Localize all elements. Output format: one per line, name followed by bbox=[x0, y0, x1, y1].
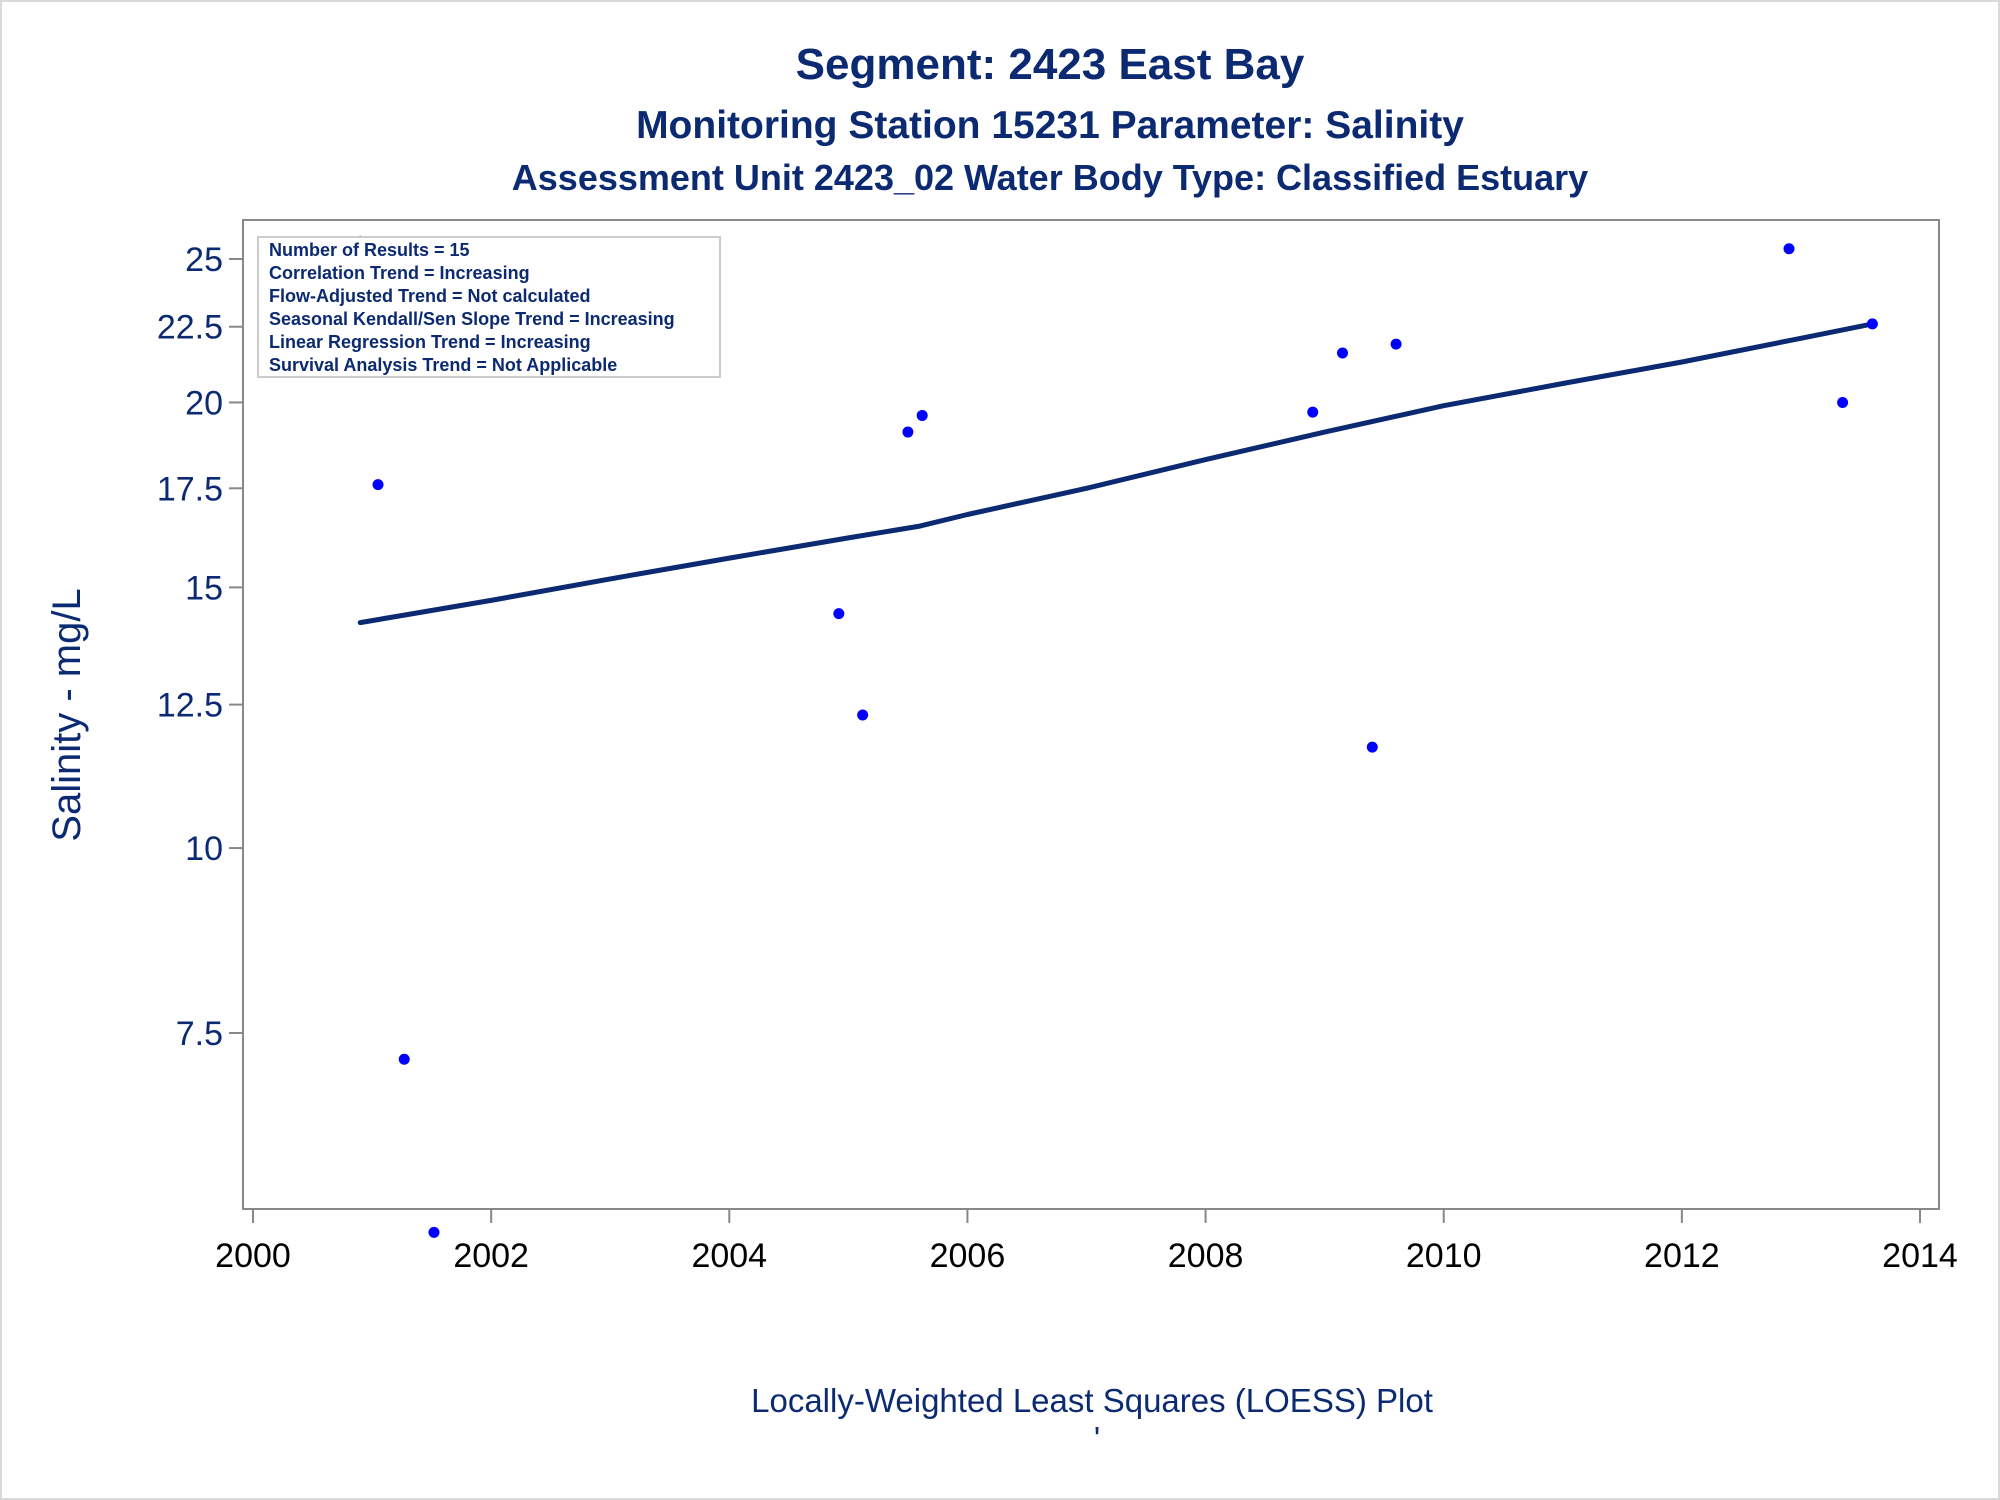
data-point bbox=[1366, 741, 1378, 753]
data-point bbox=[1837, 396, 1849, 408]
footnote-mark: ' bbox=[1094, 1420, 1100, 1457]
data-point bbox=[833, 608, 845, 620]
chart-subtitle-station: Monitoring Station 15231 Parameter: Sali… bbox=[636, 104, 1464, 147]
data-point bbox=[1866, 318, 1878, 330]
x-tick-label: 2014 bbox=[1882, 1237, 1958, 1275]
data-point bbox=[916, 409, 928, 421]
x-axis: 2000 2002 2004 2006 2008 2010 2012 2014 bbox=[215, 1209, 1958, 1275]
data-point bbox=[902, 426, 914, 438]
chart-subtitle-assessment: Assessment Unit 2423_02 Water Body Type:… bbox=[512, 157, 1588, 198]
x-tick-label: 2010 bbox=[1406, 1237, 1482, 1275]
y-tick-label: 25 bbox=[185, 241, 223, 279]
plot-area bbox=[242, 219, 1940, 1210]
inset-box bbox=[257, 236, 721, 378]
plot-footnote: Locally-Weighted Least Squares (LOESS) P… bbox=[751, 1382, 1433, 1419]
data-point bbox=[398, 1053, 410, 1065]
x-tick-label: 2004 bbox=[691, 1237, 767, 1275]
x-tick-label: 2006 bbox=[930, 1237, 1006, 1275]
trend-summary-inset: Number of Results = 15 Correlation Trend… bbox=[257, 236, 721, 378]
inset-line-results: Number of Results = 15 bbox=[269, 240, 470, 260]
y-tick-label: 20 bbox=[185, 384, 223, 422]
y-tick-label: 10 bbox=[185, 830, 223, 868]
x-tick-label: 2008 bbox=[1168, 1237, 1244, 1275]
y-axis: 25 22.5 20 17.5 15 12.5 10 7.5 bbox=[157, 241, 243, 1053]
x-tick-label: 2000 bbox=[215, 1237, 291, 1275]
inset-line-linear-regression: Linear Regression Trend = Increasing bbox=[269, 332, 591, 352]
data-point bbox=[1390, 338, 1402, 350]
x-tick-label: 2012 bbox=[1644, 1237, 1720, 1275]
inset-line-survival: Survival Analysis Trend = Not Applicable bbox=[269, 355, 617, 375]
data-point bbox=[428, 1226, 440, 1238]
y-tick-label: 12.5 bbox=[157, 687, 223, 725]
inset-line-seasonal-kendall: Seasonal Kendall/Sen Slope Trend = Incre… bbox=[269, 309, 675, 329]
inset-line-flow-adjusted: Flow-Adjusted Trend = Not calculated bbox=[269, 286, 591, 306]
x-tick-label: 2002 bbox=[453, 1237, 529, 1275]
series-layer bbox=[354, 235, 1878, 1238]
data-point bbox=[1783, 243, 1795, 255]
data-point bbox=[1307, 406, 1319, 418]
y-tick-label: 7.5 bbox=[176, 1015, 223, 1053]
data-point bbox=[857, 709, 869, 721]
y-axis-label: Salinity - mg/L bbox=[45, 588, 89, 841]
data-point bbox=[1337, 347, 1349, 359]
loess-trend-line bbox=[357, 321, 1875, 626]
inset-line-correlation: Correlation Trend = Increasing bbox=[269, 263, 530, 283]
y-tick-label: 17.5 bbox=[157, 470, 223, 508]
y-tick-label: 22.5 bbox=[157, 309, 223, 347]
y-tick-label: 15 bbox=[185, 569, 223, 607]
data-point bbox=[372, 479, 384, 491]
chart-title: Segment: 2423 East Bay bbox=[796, 40, 1305, 89]
